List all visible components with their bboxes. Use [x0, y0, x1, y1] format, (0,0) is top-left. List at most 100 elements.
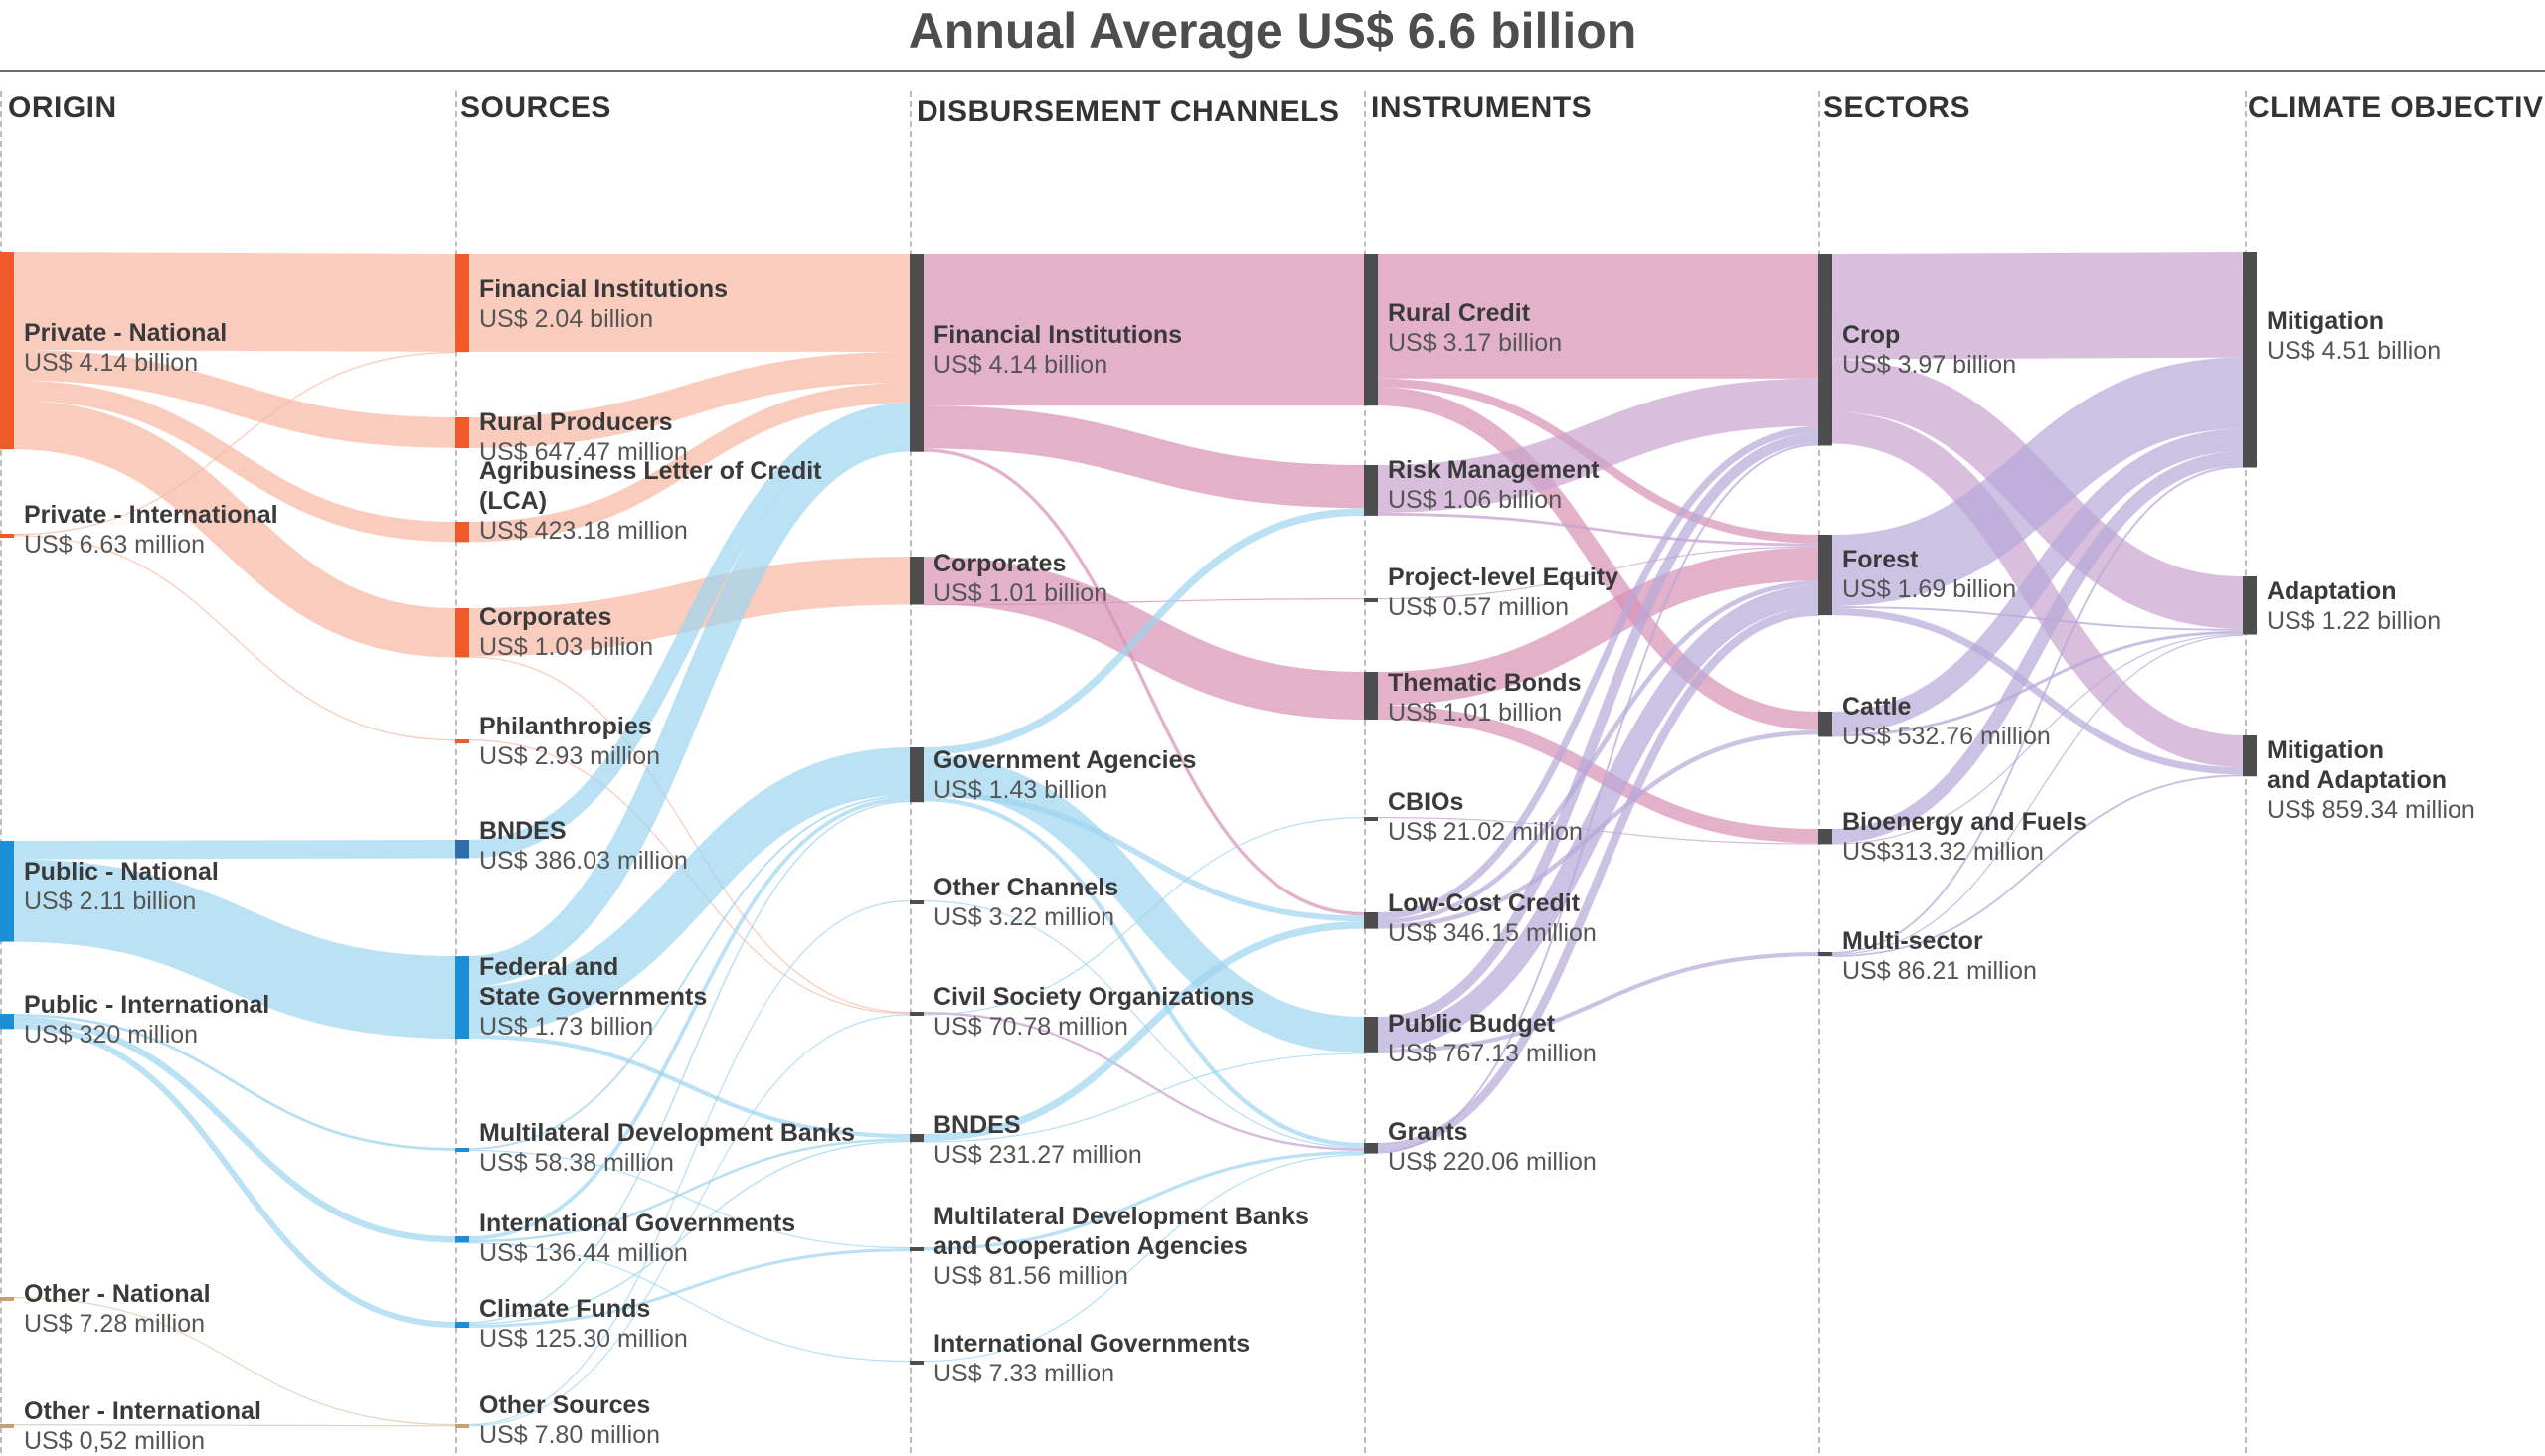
- flow-c_co-to-i_tb: [923, 557, 1365, 720]
- node-label-i_gr: Grants US$ 220.06 million: [1388, 1117, 1597, 1177]
- node-name: Public - National: [24, 858, 219, 886]
- flow-x_cr-to-g_mi: [1831, 252, 2244, 360]
- node-value: US$ 859.34 million: [2267, 796, 2475, 824]
- node-bar-s_os: [455, 1424, 469, 1428]
- node-value: US$ 86.21 million: [1842, 957, 2037, 985]
- flow-i_rm-to-x_fo: [1377, 513, 1819, 547]
- node-label-c_fi: Financial Institutions US$ 4.14 billion: [933, 320, 1182, 380]
- node-label-s_ig: International Governments US$ 136.44 mill…: [479, 1209, 795, 1268]
- node-bar-s_cf: [455, 1322, 469, 1328]
- node-value: US$ 1.01 billion: [933, 579, 1108, 607]
- column-header-instruments: INSTRUMENTS: [1371, 91, 1593, 124]
- flow-x_ca-to-g_mi: [1831, 428, 2244, 734]
- column-divider: [1364, 91, 1366, 1453]
- node-name: Other Channels: [933, 874, 1119, 901]
- node-value: US$ 386.03 million: [479, 847, 688, 875]
- flow-x_fo-to-g_mi: [1831, 357, 2244, 606]
- flow-i_pe-to-x_fo: [1377, 546, 1819, 600]
- node-bar-o_pn: [0, 252, 14, 450]
- node-name: Public Budget: [1388, 1010, 1556, 1038]
- node-value: US$ 70.78 million: [933, 1013, 1128, 1041]
- node-bar-c_cso: [910, 1012, 924, 1016]
- node-value: US$ 2.11 billion: [24, 888, 197, 915]
- flow-c_fi-to-i_rm: [923, 405, 1365, 509]
- node-name: Cattle: [1842, 693, 1912, 721]
- node-label-g_ad: Adaptation US$ 1.22 billion: [2267, 576, 2441, 636]
- node-label-c_co: Corporates US$ 1.01 billion: [933, 549, 1107, 608]
- node-bar-x_cr: [1818, 254, 1832, 446]
- flow-o_bn-to-s_fs: [13, 859, 456, 1040]
- node-name: Multi-sector: [1842, 927, 1983, 955]
- node-value: US$ 532.76 million: [1842, 723, 2051, 750]
- node-label-i_pb: Public Budget US$ 767.13 million: [1388, 1009, 1597, 1068]
- node-label-i_cb: CBIOs US$ 21.02 million: [1388, 787, 1583, 847]
- flow-s_cf-to-c_mdb: [468, 1248, 911, 1328]
- node-bar-c_bn: [910, 1134, 924, 1143]
- flow-s_os-to-c_cso: [468, 1014, 911, 1427]
- node-name: Civil Society Organizations: [933, 983, 1255, 1011]
- column-header-origin: ORIGIN: [8, 91, 117, 124]
- node-name: Low-Cost Credit: [1388, 890, 1581, 917]
- node-bar-s_fs: [455, 956, 469, 1040]
- node-bar-g_ad: [2243, 576, 2257, 635]
- node-bar-i_cb: [1364, 817, 1378, 821]
- node-name: Corporates: [933, 550, 1067, 577]
- node-name: Private - International: [24, 501, 278, 529]
- flow-c_bn-to-i_lc: [923, 921, 1365, 1142]
- node-bar-i_rc: [1364, 254, 1378, 406]
- node-name: International Governments: [479, 1210, 796, 1237]
- node-name: Financial Institutions: [479, 275, 729, 303]
- node-value: US$ 21.02 million: [1388, 818, 1583, 846]
- node-bar-g_ma: [2243, 735, 2257, 777]
- node-value: US$ 2.04 billion: [479, 305, 654, 333]
- node-label-g_ma: Mitigation and Adaptation US$ 859.34 mill…: [2267, 735, 2475, 825]
- node-label-i_lc: Low-Cost Credit US$ 346.15 million: [1388, 889, 1597, 948]
- flow-s_cf-to-c_ga: [468, 800, 911, 1324]
- node-label-i_tb: Thematic Bonds US$ 1.01 billion: [1388, 668, 1581, 728]
- node-bar-o_oi: [0, 1424, 14, 1428]
- node-value: US$ 1.43 billion: [933, 776, 1108, 804]
- node-label-c_ga: Government Agencies US$ 1.43 billion: [933, 745, 1196, 805]
- node-value: US$ 3.17 billion: [1388, 329, 1563, 357]
- node-bar-s_bn: [455, 840, 469, 859]
- flow-i_tb-to-x_fo: [1377, 547, 1819, 706]
- flow-c_ga-to-i_rm: [923, 508, 1365, 755]
- node-bar-s_ig: [455, 1236, 469, 1243]
- flow-s_co-to-c_cso: [468, 656, 911, 1014]
- node-name: Rural Producers: [479, 408, 673, 436]
- node-name: Other - National: [24, 1280, 211, 1308]
- node-name: Project-level Equity: [1388, 564, 1619, 591]
- flow-c_co-to-i_pe: [923, 598, 1365, 606]
- flow-c_ga-to-i_pb: [923, 754, 1365, 1053]
- node-value: US$ 4.14 billion: [933, 351, 1108, 379]
- flow-s_co-to-c_co: [468, 557, 911, 657]
- flow-i_lc-to-x_cr: [1377, 425, 1819, 920]
- column-divider: [455, 91, 457, 1453]
- flow-x_fo-to-g_ad: [1831, 606, 2244, 631]
- node-label-o_oi: Other - International US$ 0,52 million: [24, 1396, 261, 1456]
- node-name: Federal and State Governments: [479, 953, 708, 1011]
- flow-i_rm-to-x_cr: [1377, 378, 1819, 513]
- node-bar-s_lca: [455, 522, 469, 543]
- column-header-disbursement-channels: DISBURSEMENT CHANNELS: [917, 95, 1340, 128]
- node-bar-i_lc: [1364, 912, 1378, 929]
- flow-o_bi-to-s_ig: [13, 1016, 456, 1243]
- node-name: BNDES: [479, 817, 567, 845]
- flow-c_cso-to-i_cb: [923, 817, 1365, 1016]
- node-bar-s_co: [455, 608, 469, 658]
- flow-i_pb-to-x_fo: [1377, 585, 1819, 1050]
- flow-o_pi-to-s_ph: [13, 535, 456, 741]
- flow-c_ga-to-i_lc: [923, 791, 1365, 922]
- flow-o_pi-to-s_fi: [13, 351, 456, 536]
- node-value: US$ 220.06 million: [1388, 1148, 1597, 1176]
- flow-o_bi-to-s_mdb: [13, 1013, 456, 1151]
- node-label-x_ms: Multi-sector US$ 86.21 million: [1842, 926, 2037, 986]
- node-bar-c_oc: [910, 900, 924, 904]
- column-header-sources: SOURCES: [460, 91, 611, 124]
- flow-s_fs-to-c_bn: [468, 1034, 911, 1139]
- node-value: US$ 320 million: [24, 1021, 199, 1049]
- flow-x_ms-to-g_ma: [1831, 774, 2244, 957]
- flow-c_ig-to-i_gr: [923, 1154, 1365, 1363]
- node-bar-s_rp: [455, 417, 469, 449]
- flow-i_tb-to-x_bf: [1377, 705, 1819, 844]
